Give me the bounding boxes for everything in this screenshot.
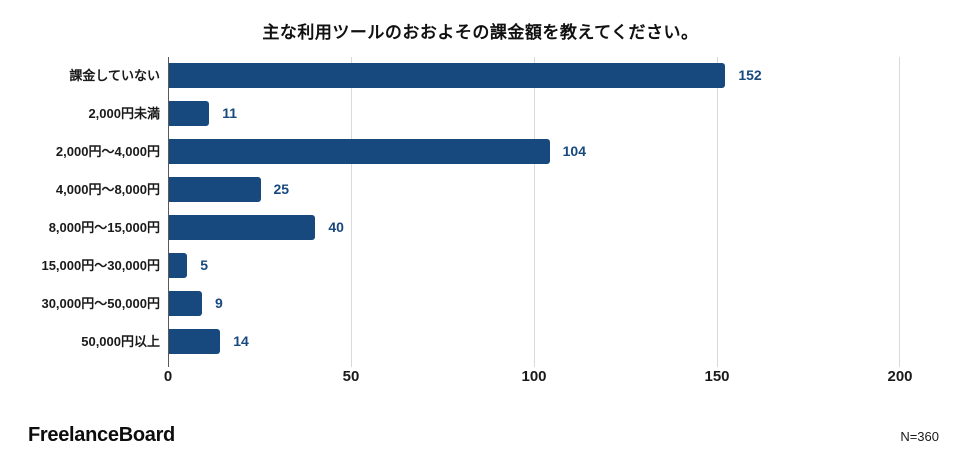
category-label: 2,000円未満	[88, 106, 160, 121]
bar	[169, 253, 188, 278]
sample-size-label: N=360	[900, 429, 939, 444]
bar-row: 104	[168, 133, 900, 171]
value-label: 40	[328, 219, 344, 235]
bar-row: 5	[168, 247, 900, 285]
category-label: 30,000円〜50,000円	[41, 296, 160, 311]
value-label: 5	[200, 257, 209, 273]
bar-row: 25	[168, 171, 900, 209]
x-axis: 0 50 100 150 200	[164, 368, 913, 388]
y-axis-category-labels: 課金していない 2,000円未満 2,000円〜4,000円 4,000円〜8,…	[20, 57, 160, 362]
brand-logo: FreelanceBoard	[28, 424, 175, 446]
x-tick-label: 50	[342, 368, 360, 385]
plot-area: 152 11 104 25 40 5 9 14	[168, 57, 900, 367]
bar	[169, 139, 550, 164]
category-label: 8,000円〜15,000円	[48, 220, 160, 235]
category-label: 50,000円以上	[81, 334, 160, 349]
x-tick-label: 200	[887, 368, 913, 385]
bar	[169, 329, 221, 354]
chart-title: 主な利用ツールのおおよその課金額を教えてください。	[262, 23, 699, 42]
bar-row: 9	[168, 285, 900, 323]
bar-row: 11	[168, 95, 900, 133]
value-label: 25	[273, 181, 290, 197]
value-label: 104	[562, 143, 586, 159]
bar	[169, 291, 202, 316]
value-label: 14	[233, 333, 249, 349]
category-label: 課金していない	[69, 68, 160, 83]
bar-row: 40	[168, 209, 900, 247]
bar	[169, 63, 726, 88]
value-label: 152	[738, 67, 762, 83]
gridline-150	[717, 57, 718, 367]
gridline-200	[899, 57, 900, 367]
x-tick-label: 0	[163, 368, 173, 385]
gridline-50	[351, 57, 352, 367]
gridline-100	[534, 57, 535, 367]
category-label: 15,000円〜30,000円	[41, 258, 160, 273]
value-label: 11	[222, 105, 238, 121]
x-tick-label: 100	[521, 368, 547, 385]
category-label: 4,000円〜8,000円	[55, 182, 160, 197]
y-axis-line	[168, 57, 169, 367]
category-label: 2,000円〜4,000円	[55, 144, 160, 159]
bar	[169, 101, 210, 126]
value-label: 9	[214, 295, 223, 311]
bar	[169, 215, 316, 240]
bar-row: 14	[168, 323, 900, 361]
x-tick-label: 150	[704, 368, 730, 385]
bar	[169, 177, 261, 202]
bar-row: 152	[168, 57, 900, 95]
